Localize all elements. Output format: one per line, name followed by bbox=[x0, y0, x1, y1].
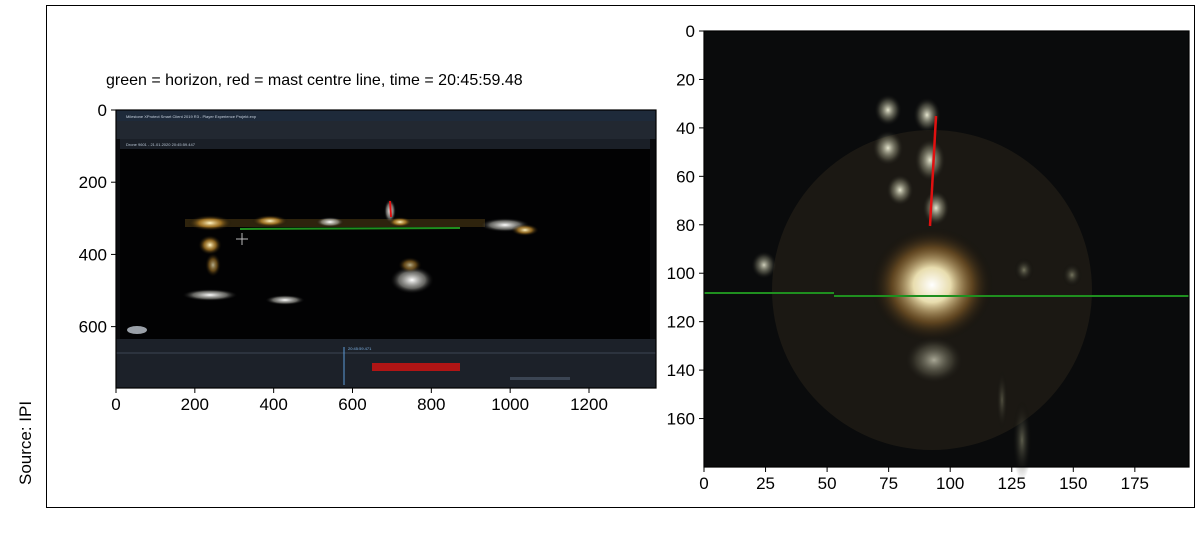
screenshot-camera-label: Drone 9601 - 21.01.2020 20:45:59.447 bbox=[126, 142, 196, 147]
y-tick-label: 40 bbox=[676, 119, 695, 138]
x-tick-label: 100 bbox=[936, 474, 964, 493]
left-screenshot: Milestone XProtect Smart Client 2019 R3 … bbox=[115, 109, 657, 389]
x-tick-label: 800 bbox=[417, 395, 445, 414]
x-tick-label: 1000 bbox=[491, 395, 529, 414]
right-plot: 0 25 50 75 100 125 150 175 0 20 40 60 80 100 120 140 16… bbox=[667, 22, 1190, 493]
timeline-time-label: 20:45:59.471 bbox=[348, 346, 372, 351]
x-tick-label: 1200 bbox=[570, 395, 608, 414]
y-tick-label: 140 bbox=[667, 361, 695, 380]
x-tick-label: 125 bbox=[998, 474, 1026, 493]
y-tick-label: 80 bbox=[676, 216, 695, 235]
left-mast-line bbox=[389, 200, 392, 218]
x-tick-label: 200 bbox=[181, 395, 209, 414]
y-tick-label: 160 bbox=[667, 410, 695, 429]
cursor-crosshair-icon bbox=[236, 233, 248, 245]
y-tick-label: 0 bbox=[98, 101, 107, 120]
y-tick-label: 600 bbox=[79, 318, 107, 337]
screenshot-title-text: Milestone XProtect Smart Client 2019 R3 … bbox=[126, 114, 257, 119]
x-tick-label: 0 bbox=[111, 395, 120, 414]
x-tick-label: 400 bbox=[259, 395, 287, 414]
left-horizon-line bbox=[239, 227, 461, 230]
timeline-recording-bar bbox=[372, 363, 460, 371]
y-tick-label: 20 bbox=[676, 70, 695, 89]
x-tick-label: 75 bbox=[879, 474, 898, 493]
figure-caption: green = horizon, red = mast centre line,… bbox=[106, 72, 523, 89]
x-tick-label: 150 bbox=[1059, 474, 1087, 493]
x-tick-label: 25 bbox=[756, 474, 775, 493]
source-note: Source: IPI bbox=[16, 400, 35, 485]
right-mast-line bbox=[928, 115, 938, 227]
x-tick-label: 50 bbox=[818, 474, 837, 493]
x-tick-label: 600 bbox=[338, 395, 366, 414]
y-tick-label: 0 bbox=[686, 22, 695, 41]
figure-frame bbox=[46, 5, 1195, 508]
y-tick-label: 400 bbox=[79, 245, 107, 264]
y-tick-label: 200 bbox=[79, 173, 107, 192]
y-tick-label: 60 bbox=[676, 167, 695, 186]
right-x-axis: 0 25 50 75 100 125 150 175 bbox=[699, 467, 1149, 493]
screenshot-title-bar bbox=[116, 110, 656, 121]
left-y-axis: 0 200 400 600 bbox=[79, 101, 116, 337]
right-y-axis: 0 20 40 60 80 100 120 140 160 bbox=[667, 22, 704, 429]
left-x-axis: 0 200 400 600 800 1000 1200 bbox=[111, 388, 608, 414]
left-plot: Milestone XProtect Smart Client 2019 R3 … bbox=[79, 101, 657, 414]
right-zoomed-image bbox=[704, 31, 1189, 480]
y-tick-label: 100 bbox=[667, 264, 695, 283]
x-tick-label: 0 bbox=[699, 474, 708, 493]
y-tick-label: 120 bbox=[667, 313, 695, 332]
x-tick-label: 175 bbox=[1121, 474, 1149, 493]
